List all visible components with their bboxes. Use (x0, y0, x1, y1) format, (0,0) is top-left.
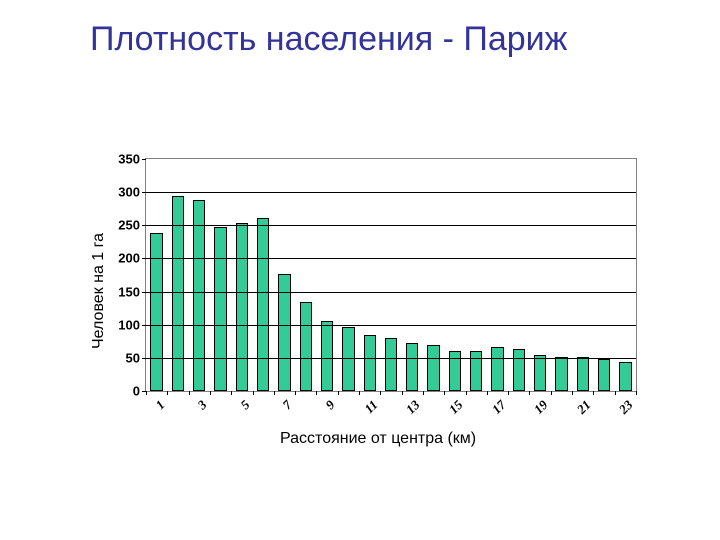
x-tick-label: 1 (152, 397, 168, 413)
x-tick-mark (231, 391, 232, 395)
y-tick-label: 100 (118, 317, 140, 332)
bar (513, 349, 525, 391)
x-tick-mark (636, 391, 637, 395)
bar (598, 359, 610, 391)
y-tick-label: 300 (118, 185, 140, 200)
bar (491, 347, 503, 391)
grid-line (146, 192, 636, 193)
x-tick-mark (253, 391, 254, 395)
x-tick-mark (146, 391, 147, 395)
bar (385, 338, 397, 391)
slide-title: Плотность населения - Париж (90, 20, 650, 59)
bar (193, 200, 205, 391)
x-tick-mark (487, 391, 488, 395)
x-tick-label: 15 (446, 397, 467, 418)
y-tick-label: 250 (118, 218, 140, 233)
grid-line (146, 358, 636, 359)
y-tick-mark (142, 258, 146, 259)
x-tick-mark (402, 391, 403, 395)
x-tick-label: 5 (237, 397, 253, 413)
y-tick-mark (142, 292, 146, 293)
grid-line (146, 225, 636, 226)
plot-area: 0501001502002503003501357911131517192123 (145, 158, 637, 392)
x-tick-mark (295, 391, 296, 395)
bar (321, 321, 333, 391)
x-tick-label: 19 (531, 397, 552, 418)
y-tick-mark (142, 358, 146, 359)
x-tick-mark (615, 391, 616, 395)
bar (406, 343, 418, 391)
x-tick-label: 23 (616, 397, 637, 418)
x-tick-mark (551, 391, 552, 395)
y-tick-label: 350 (118, 152, 140, 167)
x-tick-mark (572, 391, 573, 395)
x-tick-mark (529, 391, 530, 395)
grid-line (146, 292, 636, 293)
x-tick-mark (380, 391, 381, 395)
y-tick-mark (142, 225, 146, 226)
bar (577, 357, 589, 391)
x-tick-mark (338, 391, 339, 395)
bar (534, 355, 546, 391)
bar (257, 218, 269, 391)
x-tick-label: 7 (280, 397, 296, 413)
bars-container (146, 159, 636, 391)
bar (300, 302, 312, 391)
bar (364, 335, 376, 391)
density-chart: Человек на 1 га Расстояние от центра (км… (70, 150, 660, 470)
x-tick-label: 9 (322, 397, 338, 413)
bar (236, 223, 248, 391)
bar (214, 227, 226, 391)
x-tick-mark (316, 391, 317, 395)
bar (342, 327, 354, 391)
y-tick-label: 200 (118, 251, 140, 266)
bar (427, 345, 439, 391)
x-tick-mark (359, 391, 360, 395)
bar (150, 233, 162, 391)
x-tick-label: 11 (361, 397, 381, 417)
x-tick-mark (593, 391, 594, 395)
y-tick-mark (142, 159, 146, 160)
x-tick-mark (189, 391, 190, 395)
y-tick-label: 0 (133, 384, 140, 399)
x-tick-label: 21 (574, 397, 595, 418)
x-tick-mark (423, 391, 424, 395)
bar (619, 362, 631, 391)
x-tick-mark (466, 391, 467, 395)
y-axis-label: Человек на 1 га (90, 233, 108, 349)
x-tick-label: 17 (488, 397, 509, 418)
x-tick-label: 13 (403, 397, 424, 418)
x-tick-mark (274, 391, 275, 395)
y-tick-label: 150 (118, 284, 140, 299)
y-tick-mark (142, 192, 146, 193)
y-tick-label: 50 (126, 350, 140, 365)
x-tick-mark (167, 391, 168, 395)
x-axis-label: Расстояние от центра (км) (280, 430, 476, 448)
bar (555, 357, 567, 391)
y-tick-mark (142, 325, 146, 326)
grid-line (146, 325, 636, 326)
grid-line (146, 258, 636, 259)
bar (470, 351, 482, 391)
x-tick-mark (508, 391, 509, 395)
x-tick-mark (210, 391, 211, 395)
x-tick-mark (444, 391, 445, 395)
x-tick-label: 3 (195, 397, 211, 413)
